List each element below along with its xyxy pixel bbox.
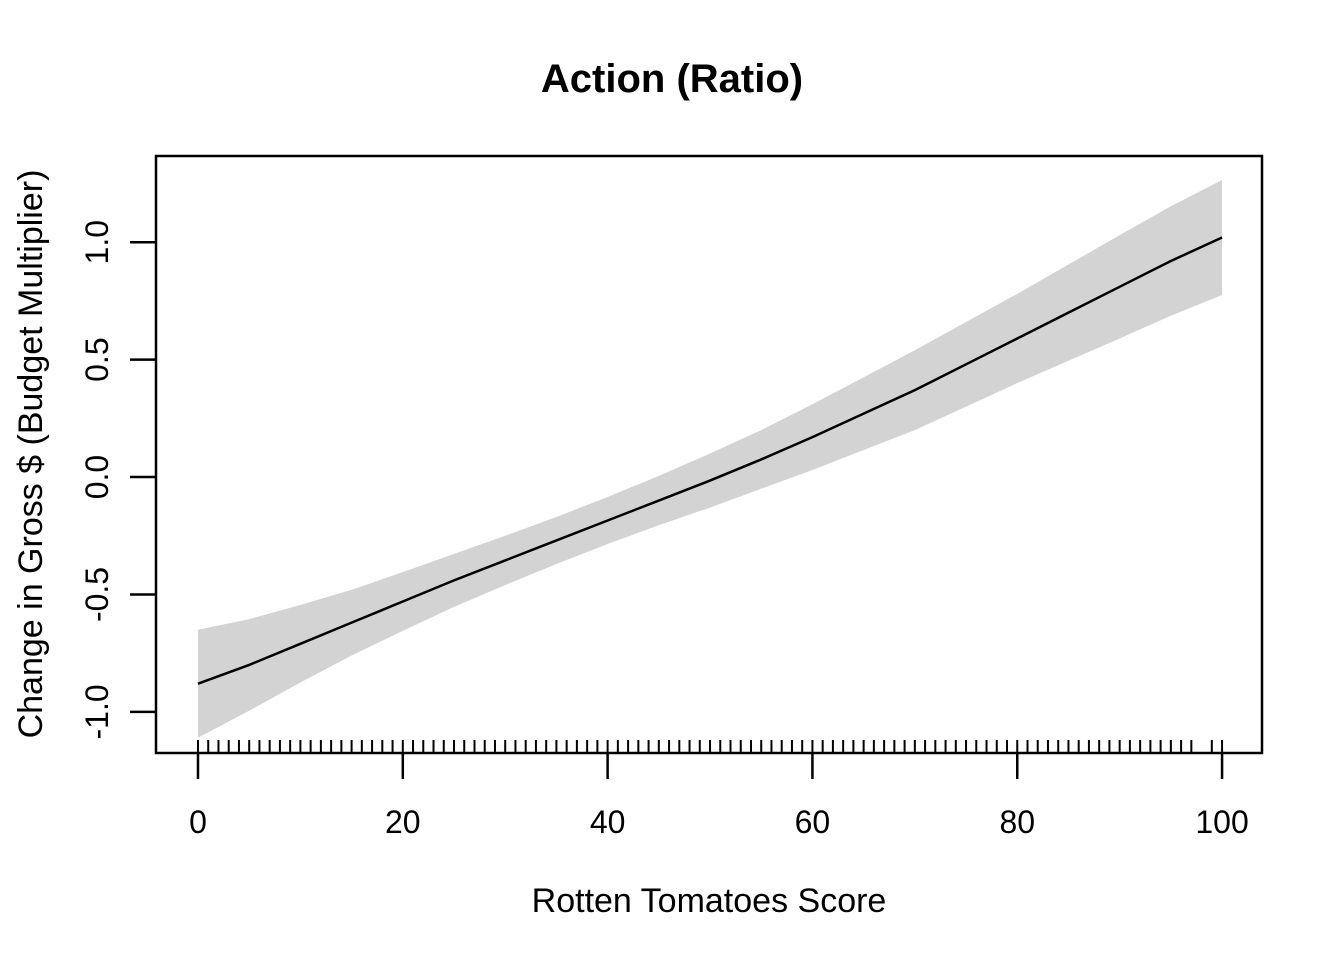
y-tick-label: -0.5	[79, 567, 115, 622]
x-tick-label: 20	[385, 804, 421, 840]
y-tick-label: 0.0	[79, 455, 115, 499]
tick-labels-layer: 0 20 40 60 80 100 -1.0 -0.5 0.0 0.5 1.0	[79, 220, 1249, 840]
x-tick-label: 40	[590, 804, 626, 840]
x-tick-label: 60	[795, 804, 831, 840]
y-tick-label: -1.0	[79, 684, 115, 739]
axes-layer	[130, 154, 1264, 779]
fit-line	[197, 236, 1223, 685]
rug-marks-layer	[196, 740, 1224, 753]
y-axis-title: Change in Gross $ (Budget Multiplier)	[12, 170, 50, 739]
confidence-band-layer	[197, 179, 1223, 738]
plot-frame	[154, 154, 1264, 755]
y-tick-label: 1.0	[79, 220, 115, 264]
confidence-band	[197, 179, 1223, 738]
x-tick-label: 100	[1195, 804, 1248, 840]
x-axis-title: Rotten Tomatoes Score	[532, 882, 887, 920]
chart-title: Action (Ratio)	[541, 57, 803, 101]
x-tick-label: 0	[189, 804, 207, 840]
x-tick-label: 80	[999, 804, 1035, 840]
y-tick-label: 0.5	[79, 337, 115, 381]
fit-line-layer	[197, 236, 1223, 685]
